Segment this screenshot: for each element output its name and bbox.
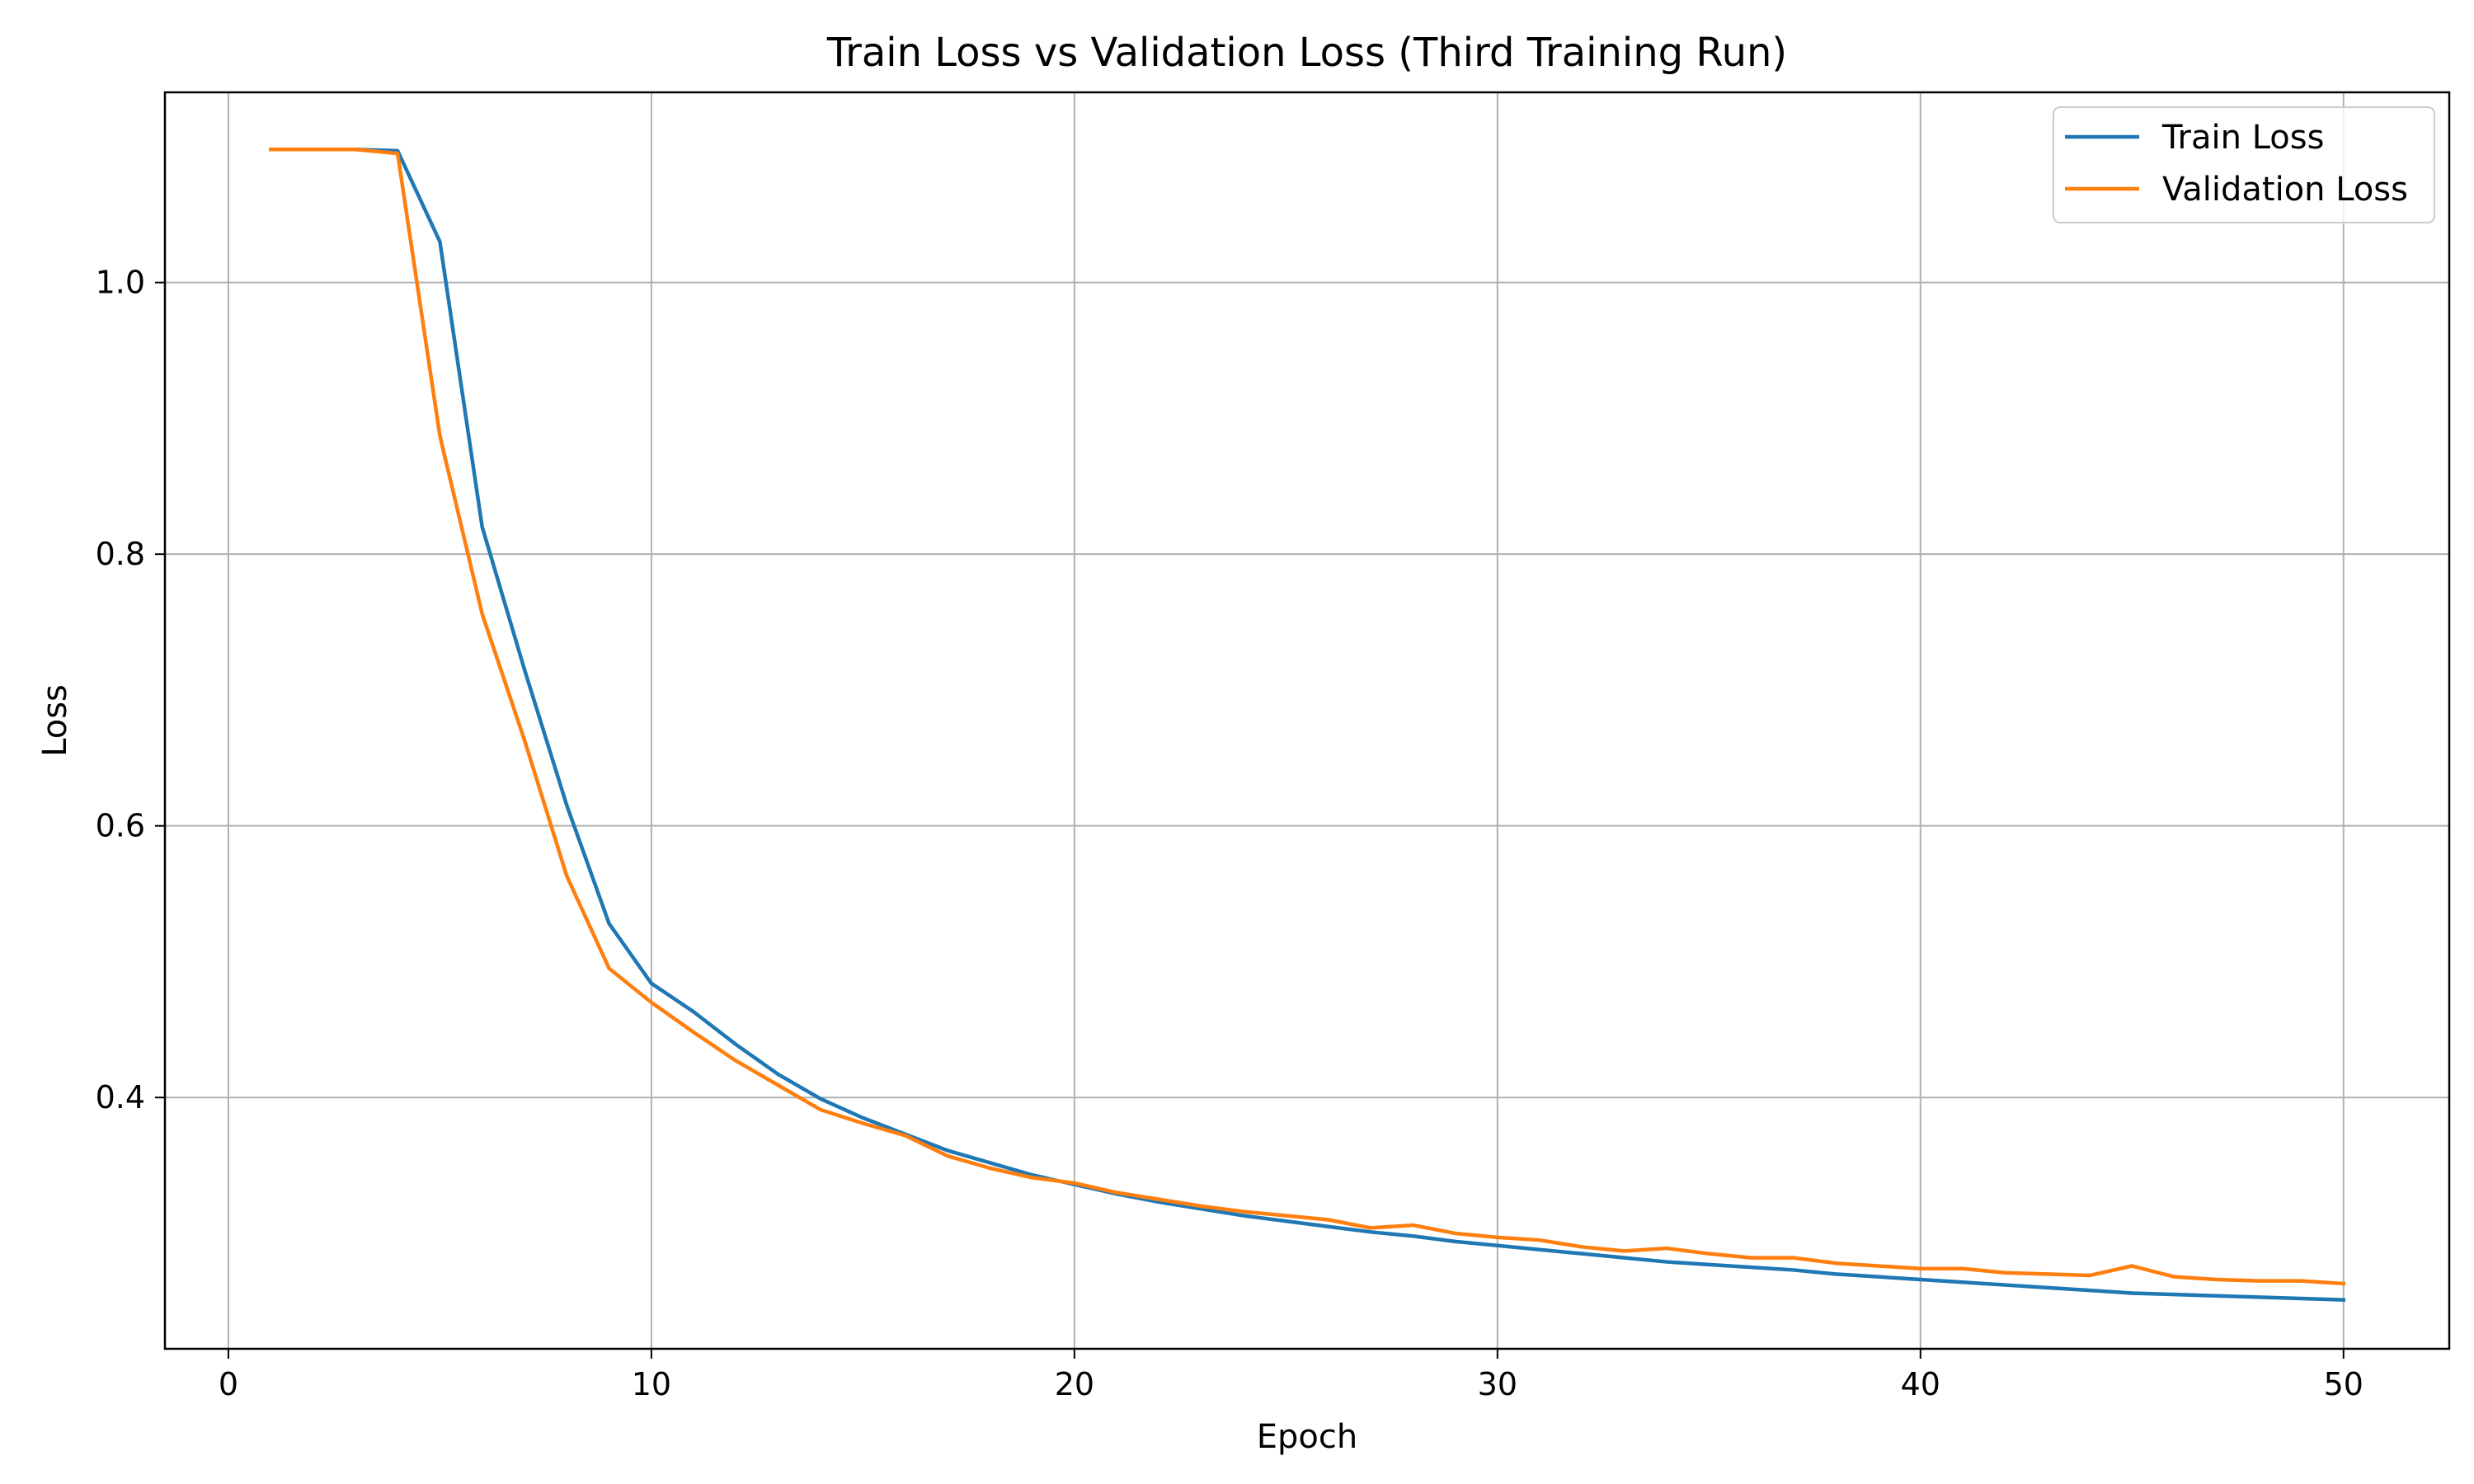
y-tick-label: 0.6 — [96, 808, 145, 844]
x-tick-label: 20 — [1055, 1366, 1094, 1402]
legend-box — [2053, 106, 2435, 223]
x-tick-label: 10 — [632, 1366, 671, 1402]
y-tick-label: 0.8 — [96, 536, 145, 572]
legend-label-validation-loss: Validation Loss — [2162, 171, 2408, 209]
series-layer — [268, 147, 2346, 1303]
x-tick-label: 40 — [1901, 1366, 1940, 1402]
chart-title: Train Loss vs Validation Loss (Third Tra… — [826, 30, 1787, 76]
legend-label-train-loss: Train Loss — [2161, 119, 2324, 157]
series-line-validation-loss — [268, 147, 2346, 1286]
x-tick-label: 0 — [219, 1366, 238, 1402]
axis-ticks: 0 10 20 30 40 50 0.4 0.6 0.8 1.0 — [96, 265, 2363, 1402]
x-tick-label: 50 — [2324, 1366, 2363, 1402]
x-axis-label: Epoch — [1257, 1418, 1357, 1456]
y-tick-label: 0.4 — [96, 1079, 145, 1115]
x-tick-label: 30 — [1478, 1366, 1517, 1402]
series-line-train-loss — [268, 147, 2346, 1303]
legend: Train Loss Validation Loss — [2053, 106, 2435, 223]
plot-frame — [163, 91, 2451, 1350]
y-axis-label: Loss — [36, 684, 74, 757]
y-tick-label: 1.0 — [96, 265, 145, 301]
grid — [165, 92, 2449, 1349]
